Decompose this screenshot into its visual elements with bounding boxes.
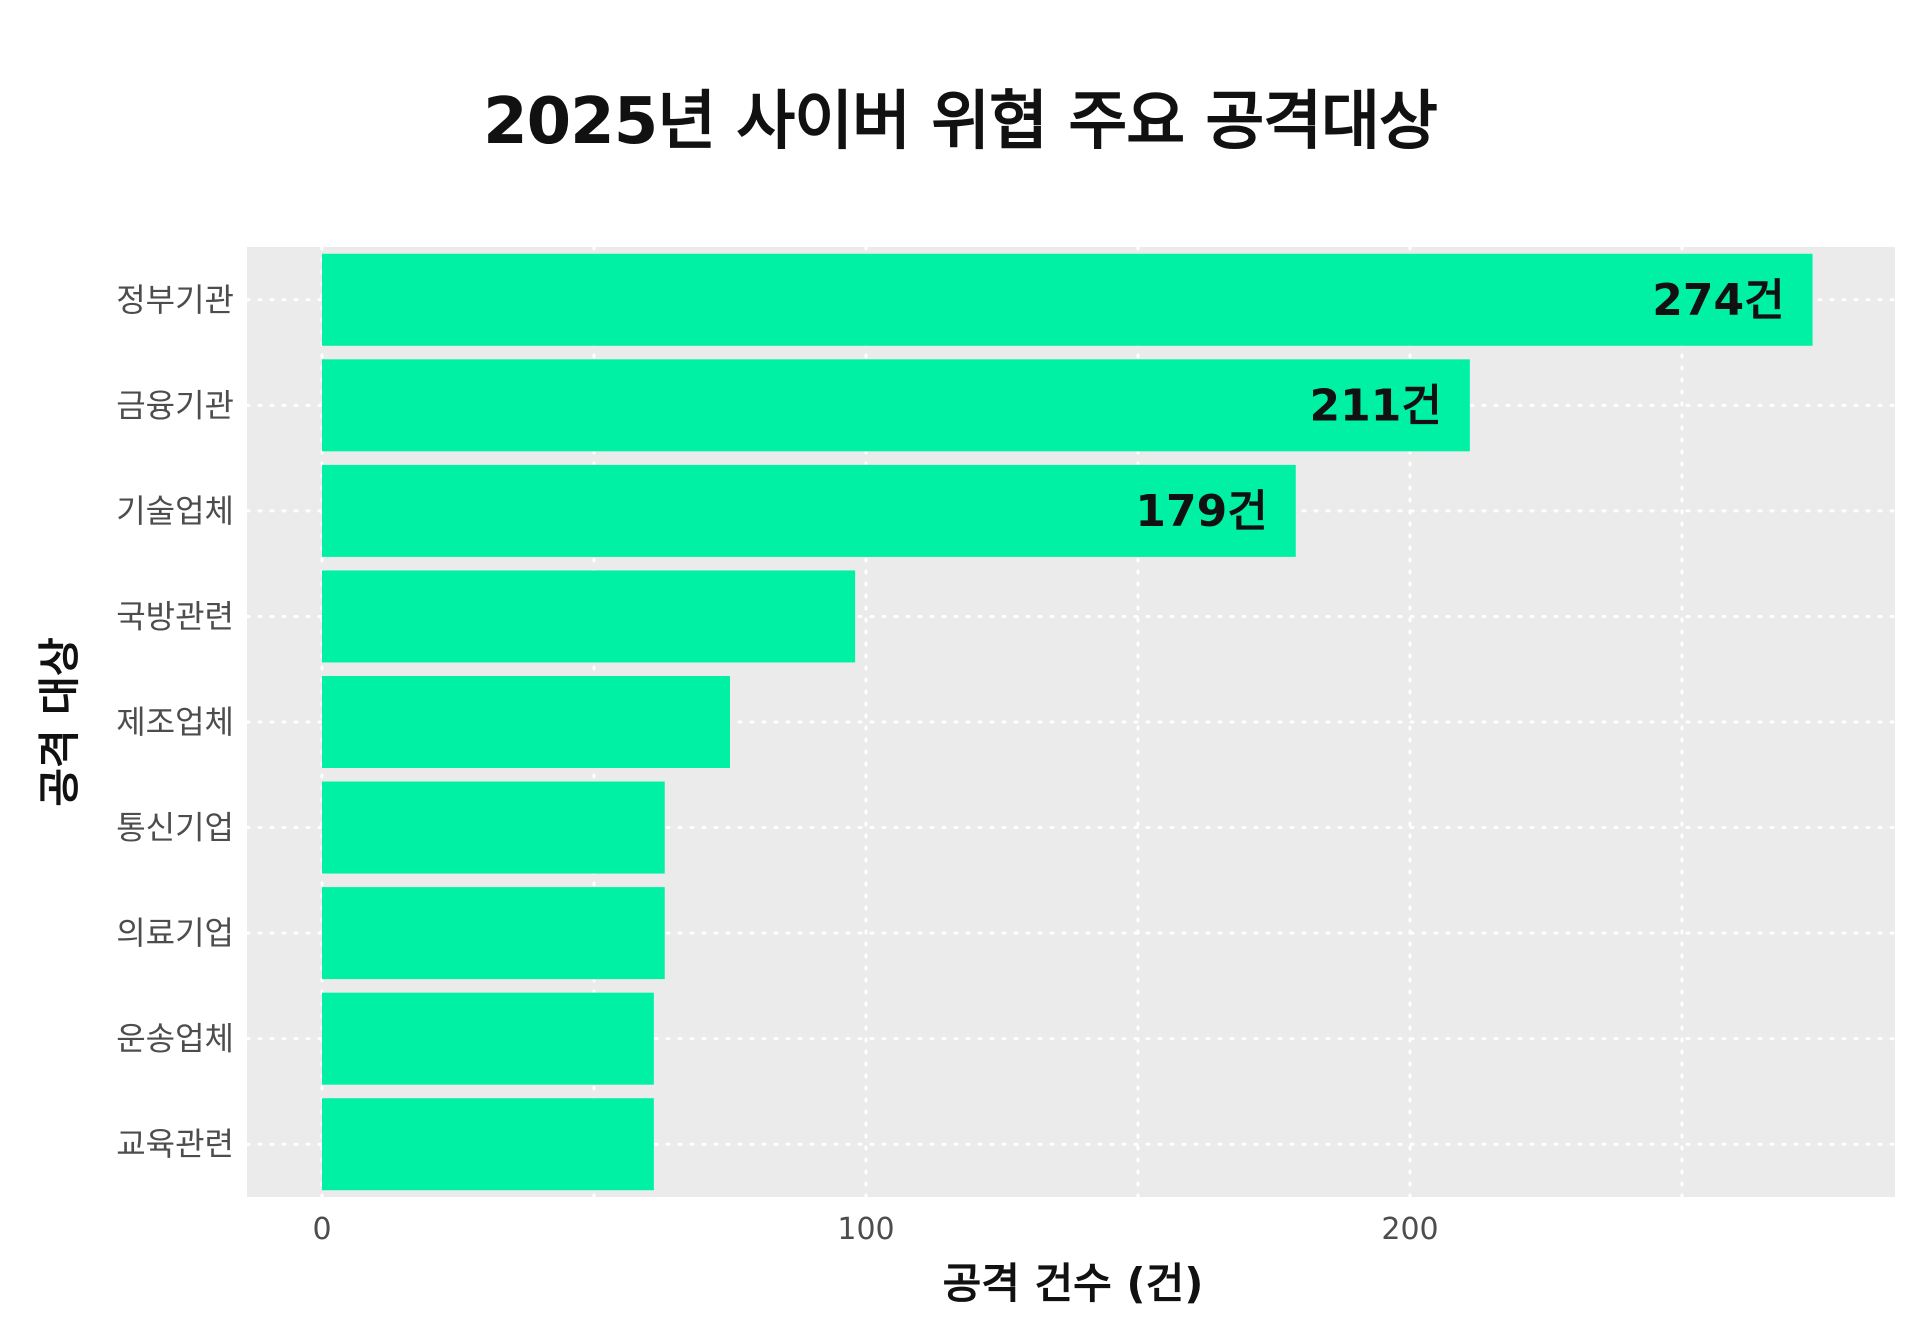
- bar: [322, 781, 665, 874]
- bar: [322, 992, 654, 1085]
- x-tick-label: 0: [312, 1212, 331, 1247]
- category-label: 금융기관: [116, 386, 234, 424]
- x-axis-title: 공격 건수 (건): [943, 1259, 1204, 1308]
- bar: [322, 676, 730, 768]
- category-label: 정부기관: [116, 281, 234, 319]
- bars: 274건 211건 179건: [322, 253, 1813, 1191]
- category-label: 제조업체: [116, 703, 234, 741]
- category-label: 의료기업: [116, 914, 234, 952]
- y-axis-title: 공격 대상: [35, 637, 84, 806]
- category-label: 교육관련: [116, 1125, 234, 1163]
- x-tick-label: 200: [1381, 1212, 1438, 1247]
- bar: [322, 887, 665, 980]
- data-label: 179건: [1135, 486, 1267, 537]
- data-label: 211건: [1310, 380, 1442, 431]
- category-label: 통신기업: [116, 809, 234, 847]
- category-label: 기술업체: [116, 492, 234, 530]
- bar: [322, 1098, 654, 1191]
- chart-title: 2025년 사이버 위협 주요 공격대상: [483, 85, 1438, 159]
- bar: [322, 464, 1296, 557]
- bar: [322, 253, 1813, 346]
- x-tick-label: 100: [837, 1212, 894, 1247]
- bar: [322, 359, 1470, 452]
- bar: [322, 570, 856, 663]
- data-label: 274건: [1652, 275, 1784, 326]
- x-axis-ticks: 0 100 200: [312, 1212, 1438, 1247]
- category-label: 운송업체: [116, 1020, 234, 1058]
- category-label: 국방관련: [116, 597, 234, 635]
